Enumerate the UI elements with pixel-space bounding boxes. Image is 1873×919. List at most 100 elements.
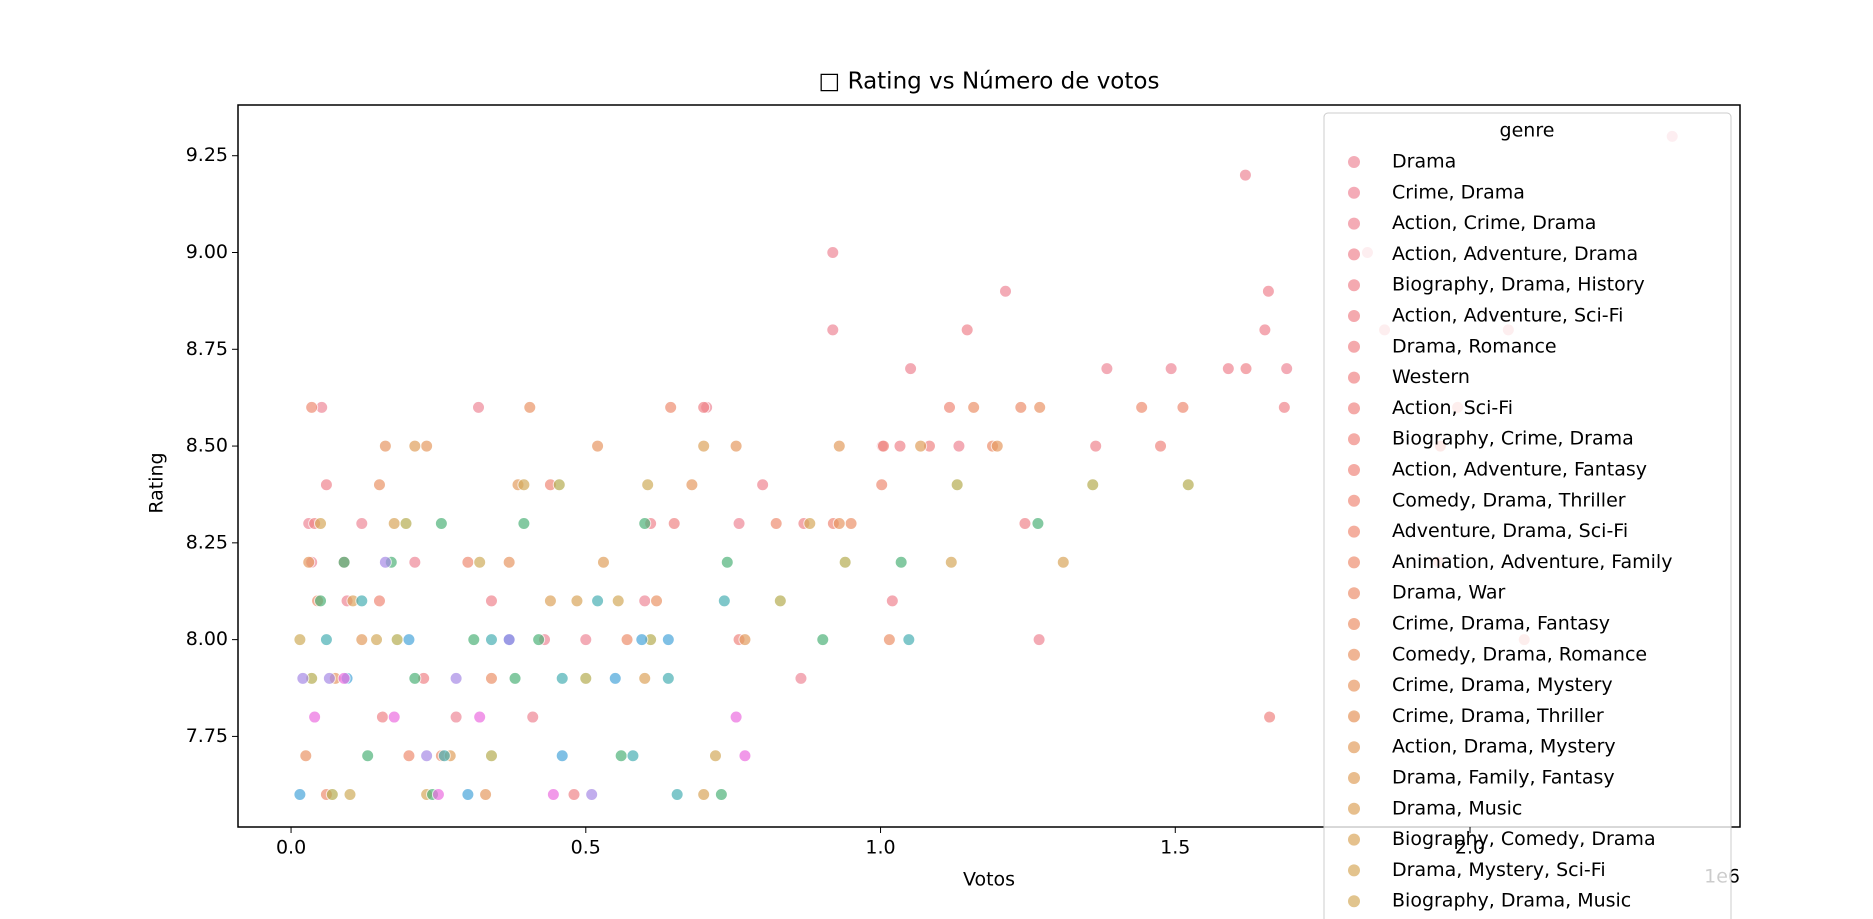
point — [661, 633, 675, 647]
legend-marker — [1348, 587, 1360, 600]
point — [626, 749, 640, 763]
point — [484, 671, 498, 685]
legend-marker — [1348, 833, 1360, 846]
legend-marker — [1348, 525, 1360, 538]
point — [1258, 323, 1272, 337]
legend-label: Drama, Music — [1392, 797, 1522, 819]
point — [579, 671, 593, 685]
point — [449, 671, 463, 685]
point — [305, 400, 319, 414]
point — [408, 439, 422, 453]
legend-label: Animation, Adventure, Family — [1392, 551, 1672, 573]
point — [361, 749, 375, 763]
point — [337, 555, 351, 569]
point — [1032, 633, 1046, 647]
point — [664, 400, 678, 414]
point — [467, 633, 481, 647]
point — [343, 787, 357, 801]
point — [697, 439, 711, 453]
point — [638, 594, 652, 608]
point — [1181, 478, 1195, 492]
legend-label: Drama — [1392, 151, 1456, 173]
point — [1056, 555, 1070, 569]
legend-label: Western — [1392, 366, 1470, 388]
point — [431, 787, 445, 801]
legend-label: Crime, Drama, Thriller — [1392, 705, 1604, 727]
point — [738, 749, 752, 763]
point — [650, 594, 664, 608]
point — [638, 516, 652, 530]
point — [325, 787, 339, 801]
point — [408, 671, 422, 685]
point — [952, 439, 966, 453]
legend-label: Action, Sci-Fi — [1392, 397, 1513, 419]
point — [484, 749, 498, 763]
point — [1263, 710, 1277, 724]
legend-marker — [1348, 741, 1360, 754]
point — [337, 671, 351, 685]
point — [299, 749, 313, 763]
point — [402, 749, 416, 763]
legend-label: Drama, Family, Fantasy — [1392, 767, 1615, 789]
point — [579, 633, 593, 647]
legend-marker — [1348, 772, 1360, 784]
legend-marker — [1348, 648, 1360, 661]
point — [502, 633, 516, 647]
point — [717, 594, 731, 608]
point — [729, 439, 743, 453]
point — [670, 787, 684, 801]
point — [484, 594, 498, 608]
point — [667, 516, 681, 530]
legend-marker — [1348, 710, 1360, 723]
point — [552, 478, 566, 492]
point — [803, 516, 817, 530]
point — [661, 671, 675, 685]
point — [479, 787, 493, 801]
legend-marker — [1348, 279, 1360, 292]
point — [517, 516, 531, 530]
point — [882, 633, 896, 647]
point — [1086, 478, 1100, 492]
point — [302, 555, 316, 569]
legend-label: Crime, Drama, Fantasy — [1392, 613, 1610, 635]
y-tick-label: 8.00 — [186, 628, 228, 650]
point — [508, 671, 522, 685]
point — [685, 478, 699, 492]
point — [732, 516, 746, 530]
legend-label: Biography, Drama, Music — [1392, 890, 1631, 912]
legend-marker — [1348, 217, 1360, 230]
point — [314, 594, 328, 608]
point — [402, 633, 416, 647]
point — [844, 516, 858, 530]
point — [570, 594, 584, 608]
point — [1033, 400, 1047, 414]
legend-marker — [1348, 156, 1360, 168]
point — [1176, 400, 1190, 414]
y-tick-label: 9.25 — [186, 144, 228, 166]
legend-marker — [1348, 402, 1360, 415]
y-tick-label: 8.50 — [186, 435, 228, 457]
x-axis-label: Votos — [963, 869, 1015, 891]
point — [434, 516, 448, 530]
legend-label: Drama, Romance — [1392, 335, 1557, 357]
y-tick-label: 9.00 — [186, 241, 228, 263]
x-tick-label: 0.5 — [571, 837, 601, 859]
point — [1164, 362, 1178, 376]
point — [826, 245, 840, 259]
point — [720, 555, 734, 569]
point — [1154, 439, 1168, 453]
point — [1280, 362, 1294, 376]
legend-label: Action, Adventure, Fantasy — [1392, 459, 1647, 481]
point — [826, 323, 840, 337]
point — [319, 633, 333, 647]
point — [420, 749, 434, 763]
point — [1031, 516, 1045, 530]
legend-label: Adventure, Drama, Sci-Fi — [1392, 520, 1628, 542]
point — [355, 594, 369, 608]
point — [914, 439, 928, 453]
point — [1014, 400, 1028, 414]
axes-frame — [237, 104, 1741, 828]
point — [308, 710, 322, 724]
point — [449, 710, 463, 724]
point — [960, 323, 974, 337]
